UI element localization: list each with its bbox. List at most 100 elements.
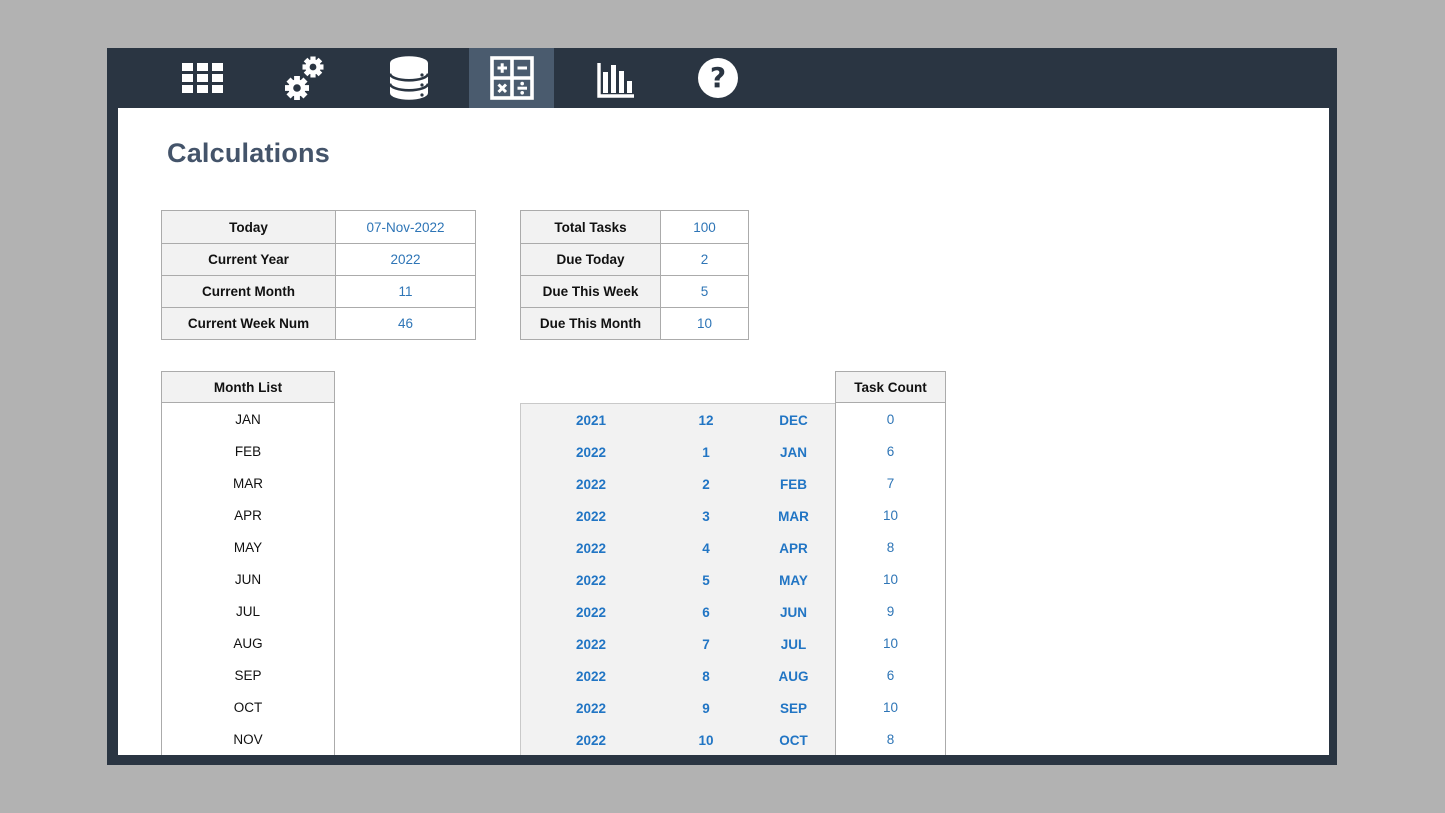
year-cell: 2022 (575, 668, 607, 684)
row-label: Current Week Num (162, 308, 335, 339)
month-list-item: FEB (234, 443, 262, 459)
row-label: Due Today (521, 244, 660, 275)
task-count-cell: 10 (882, 699, 899, 715)
table-row: 2022 4 APR (521, 532, 835, 564)
month-number-cell: 9 (702, 700, 710, 716)
nav-tab-database[interactable] (366, 48, 451, 108)
question-mark-icon: ? (697, 58, 738, 98)
month-number-cell: 5 (702, 572, 710, 588)
calculator-icon (489, 56, 534, 100)
table-row: 2021 12 DEC (521, 404, 835, 436)
monthly-breakdown-table: 2021 12 DEC 2022 1 JAN 2022 2 FEB 2022 3… (520, 403, 835, 755)
month-number-cell: 2 (702, 476, 710, 492)
month-name-cell: FEB (780, 476, 807, 492)
month-number-cell: 10 (698, 732, 714, 748)
table-row: Due This Month 10 (521, 307, 748, 339)
task-count-cell: 8 (886, 539, 895, 555)
table-row: 2022 7 JUL (521, 628, 835, 660)
task-summary-table: Total Tasks 100 Due Today 2 Due This Wee… (520, 210, 749, 340)
row-value: 11 (335, 276, 475, 307)
app-window: ? Calculations Today 07-Nov-2022 Current… (107, 48, 1337, 765)
month-list-item: MAY (233, 539, 263, 555)
row-value: 46 (335, 308, 475, 339)
year-cell: 2022 (575, 700, 607, 716)
table-row: Current Month 11 (162, 275, 475, 307)
month-name-cell: SEP (779, 700, 807, 716)
nav-tab-help[interactable]: ? (675, 48, 760, 108)
task-count-column: 0 6 7 10 8 10 9 10 6 10 8 (835, 403, 946, 755)
page-title: Calculations (167, 138, 330, 168)
table-row: 2022 5 MAY (521, 564, 835, 596)
month-list-item: JAN (235, 411, 261, 427)
row-value: 2 (660, 244, 748, 275)
grid-icon (181, 63, 223, 93)
table-row: Current Week Num 46 (162, 307, 475, 339)
year-cell: 2021 (575, 412, 607, 428)
nav-tab-settings[interactable] (263, 48, 348, 108)
month-name-cell: JUN (779, 604, 807, 620)
bar-chart-icon (596, 63, 634, 98)
month-name-cell: OCT (779, 732, 808, 748)
month-name-cell: MAY (779, 572, 808, 588)
task-count-cell: 10 (882, 507, 899, 523)
month-list-item: APR (234, 507, 262, 523)
database-icon (388, 56, 429, 100)
content-area: Calculations Today 07-Nov-2022 Current Y… (118, 108, 1329, 755)
row-label: Current Month (162, 276, 335, 307)
year-cell: 2022 (575, 572, 607, 588)
row-value: 10 (660, 308, 748, 339)
month-number-cell: 6 (702, 604, 710, 620)
year-cell: 2022 (575, 732, 607, 748)
month-list-item: NOV (233, 731, 263, 747)
month-number-cell: 12 (698, 412, 714, 428)
table-row: 2022 2 FEB (521, 468, 835, 500)
date-info-table: Today 07-Nov-2022 Current Year 2022 Curr… (161, 210, 476, 340)
table-row: Due This Week 5 (521, 275, 748, 307)
task-count-cell: 6 (886, 667, 895, 683)
row-label: Total Tasks (521, 211, 660, 243)
gears-icon (284, 56, 323, 100)
table-row: Current Year 2022 (162, 243, 475, 275)
month-name-cell: DEC (779, 412, 808, 428)
table-row: 2022 8 AUG (521, 660, 835, 692)
month-list-item: MAR (233, 475, 263, 491)
month-list-column: JAN FEB MAR APR MAY JUN JUL AUG SEP OCT NOV (161, 403, 335, 755)
svg-text:?: ? (709, 61, 725, 94)
table-row: 2022 3 MAR (521, 500, 835, 532)
row-label: Today (162, 211, 335, 243)
row-value: 2022 (335, 244, 475, 275)
month-number-cell: 8 (702, 668, 710, 684)
nav-tab-calculator[interactable] (469, 48, 554, 108)
month-name-cell: MAR (778, 508, 809, 524)
row-value: 07-Nov-2022 (335, 211, 475, 243)
task-count-cell: 8 (886, 731, 895, 747)
task-count-cell: 0 (886, 411, 895, 427)
month-number-cell: 3 (702, 508, 710, 524)
table-row: Today 07-Nov-2022 (162, 211, 475, 243)
task-count-cell: 10 (882, 571, 899, 587)
row-value: 5 (660, 276, 748, 307)
row-label: Due This Week (521, 276, 660, 307)
month-number-cell: 1 (702, 444, 710, 460)
year-cell: 2022 (575, 604, 607, 620)
nav-tab-grid[interactable] (160, 48, 245, 108)
month-list-item: JUL (235, 603, 260, 619)
table-row: 2022 10 OCT (521, 724, 835, 755)
row-label: Due This Month (521, 308, 660, 339)
year-cell: 2022 (575, 476, 607, 492)
nav-tab-charts[interactable] (572, 48, 657, 108)
task-count-cell: 7 (886, 475, 895, 491)
month-number-cell: 7 (702, 636, 710, 652)
navbar: ? (107, 48, 1337, 108)
month-name-cell: APR (779, 540, 808, 556)
month-list-item: SEP (234, 667, 262, 683)
month-number-cell: 4 (702, 540, 710, 556)
month-name-cell: JUL (780, 636, 807, 652)
row-label: Current Year (162, 244, 335, 275)
year-cell: 2022 (575, 508, 607, 524)
year-cell: 2022 (575, 444, 607, 460)
row-value: 100 (660, 211, 748, 243)
task-count-header: Task Count (835, 371, 946, 403)
month-list-item: OCT (233, 699, 263, 715)
